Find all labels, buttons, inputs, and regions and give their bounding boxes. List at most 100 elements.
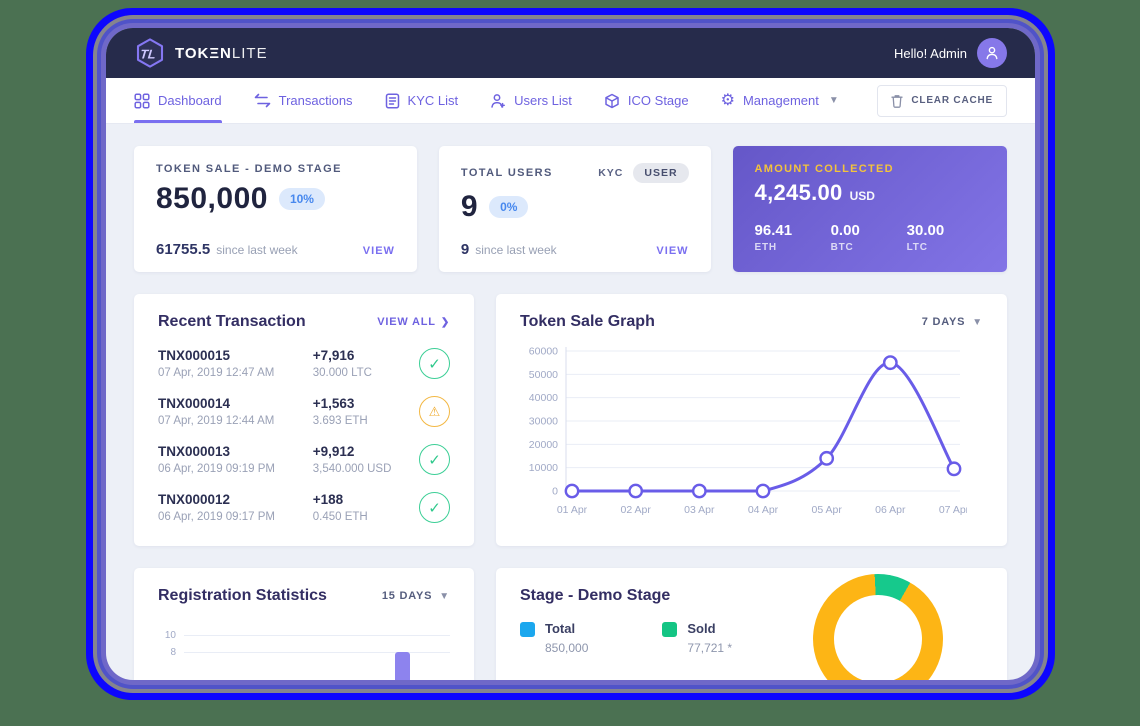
coin-eth-value: 96.41 <box>754 222 793 239</box>
coin-eth: 96.41 ETH <box>755 222 831 253</box>
amount-collected-currency: USD <box>849 189 875 203</box>
nav-item-users-list[interactable]: Users List <box>490 78 572 123</box>
total-users-view-link[interactable]: VIEW <box>656 245 689 257</box>
tokenlite-hexagon-logo-icon: TL <box>136 38 164 68</box>
nav-label: Transactions <box>278 93 353 108</box>
user-avatar[interactable] <box>977 38 1007 68</box>
nav-bar: Dashboard Transactions KYC List <box>106 78 1035 124</box>
nav-label: KYC List <box>407 93 459 108</box>
legend-sold: Sold 77,721 * <box>662 621 732 655</box>
amount-collected-card: AMOUNT COLLECTED 4,245.00 USD 96.41 ETH … <box>732 146 1007 272</box>
svg-text:40000: 40000 <box>529 392 558 404</box>
coin-ltc-value: 30.00 <box>906 222 945 239</box>
clear-cache-label: CLEAR CACHE <box>911 95 993 106</box>
dashboard-content: TOKEN SALE - DEMO STAGE 850,000 10% 6175… <box>106 124 1035 680</box>
chevron-right-icon: ❯ <box>440 316 450 328</box>
nav-item-kyc-list[interactable]: KYC List <box>385 78 459 123</box>
amount-collected-label: AMOUNT COLLECTED <box>754 163 894 175</box>
amount-collected-value: 4,245.00 <box>754 180 843 205</box>
registration-bar <box>394 652 410 680</box>
svg-text:07 Apr: 07 Apr <box>939 504 967 516</box>
token-sale-label: TOKEN SALE - DEMO STAGE <box>156 163 342 175</box>
kyc-user-toggle: KYC USER <box>594 163 689 183</box>
svg-text:01 Apr: 01 Apr <box>557 504 588 516</box>
svg-text:05 Apr: 05 Apr <box>811 504 842 516</box>
token-sale-graph-title: Token Sale Graph <box>520 313 655 330</box>
chevron-down-icon: ▼ <box>439 590 450 602</box>
brand-name: TOKΞNLITE <box>175 44 268 62</box>
nav-label: Dashboard <box>158 93 222 108</box>
total-users-value: 9 <box>460 190 479 223</box>
svg-text:10000: 10000 <box>529 462 558 474</box>
transaction-row[interactable]: TNX000012 06 Apr, 2019 09:17 PM +188 0.450… <box>158 492 450 523</box>
nav-item-ico-stage[interactable]: ICO Stage <box>604 78 689 123</box>
transaction-row[interactable]: TNX000014 07 Apr, 2019 12:44 AM +1,563 3.6… <box>158 396 450 427</box>
svg-text:TL: TL <box>139 47 156 62</box>
token-sale-delta-caption: since last week <box>216 243 298 257</box>
sold-swatch <box>662 622 678 637</box>
trash-icon <box>891 94 904 108</box>
registration-bar-chart: 10 8 <box>158 627 450 680</box>
transaction-status-icon: ⚠ <box>419 396 450 427</box>
nav-item-management[interactable]: ⚙ Management ▼ <box>721 78 839 123</box>
registration-statistics-title: Registration Statistics <box>158 587 327 604</box>
recent-transactions-title: Recent Transaction <box>158 313 306 330</box>
svg-text:03 Apr: 03 Apr <box>684 504 715 516</box>
gear-icon: ⚙ <box>720 91 735 109</box>
top-bar: TL TOKΞNLITE Hello! Admin <box>106 28 1035 78</box>
total-users-delta-caption: since last week <box>475 243 557 257</box>
transaction-status-icon: ✓ <box>419 348 450 379</box>
svg-text:30000: 30000 <box>529 416 558 428</box>
transaction-row[interactable]: TNX000015 07 Apr, 2019 12:47 AM +7,916 30.… <box>158 348 450 379</box>
cube-icon <box>605 93 619 108</box>
svg-text:50000: 50000 <box>529 369 558 381</box>
nav-label: ICO Stage <box>627 93 689 108</box>
token-sale-value: 850,000 <box>156 182 268 215</box>
stage-demo-card: Stage - Demo Stage Total 850,000 Sold <box>496 568 1007 680</box>
nav-item-transactions[interactable]: Transactions <box>254 78 353 123</box>
greeting-text: Hello! Admin <box>894 45 967 61</box>
token-sale-view-link[interactable]: VIEW <box>362 245 395 257</box>
total-users-delta: 9 <box>460 241 470 258</box>
legend-total: Total 850,000 <box>520 621 588 655</box>
graph-range-dropdown[interactable]: 7 DAYS ▼ <box>921 316 983 328</box>
coin-btc-value: 0.00 <box>830 222 860 239</box>
coin-ltc: 30.00 LTC <box>907 222 983 253</box>
coin-eth-unit: ETH <box>754 242 777 253</box>
svg-text:02 Apr: 02 Apr <box>620 504 651 516</box>
device-frame: TL TOKΞNLITE Hello! Admin <box>86 8 1055 700</box>
total-swatch <box>520 622 535 637</box>
svg-text:04 Apr: 04 Apr <box>748 504 779 516</box>
transaction-status-icon: ✓ <box>419 492 450 523</box>
token-sale-line-chart: 0 10000 20000 30000 40000 50000 60000 01 Apr 02 … <box>520 341 983 542</box>
clear-cache-button[interactable]: CLEAR CACHE <box>877 84 1007 117</box>
stage-donut-chart <box>813 574 943 680</box>
registration-range-dropdown[interactable]: 15 DAYS ▼ <box>381 590 450 602</box>
svg-text:60000: 60000 <box>529 346 558 358</box>
app-window: TL TOKΞNLITE Hello! Admin <box>106 28 1035 680</box>
user-box: Hello! Admin <box>894 38 1007 68</box>
token-sale-card: TOKEN SALE - DEMO STAGE 850,000 10% 6175… <box>134 146 417 272</box>
svg-text:20000: 20000 <box>529 439 558 451</box>
nav-item-dashboard[interactable]: Dashboard <box>134 78 222 123</box>
view-all-link[interactable]: VIEW ALL ❯ <box>377 316 450 328</box>
toggle-user-option[interactable]: USER <box>633 163 689 183</box>
transaction-row[interactable]: TNX000013 06 Apr, 2019 09:19 PM +9,912 3,5… <box>158 444 450 475</box>
chevron-down-icon: ▼ <box>828 95 839 106</box>
nav-label: Management <box>742 93 819 108</box>
brand-logo: TL TOKΞNLITE <box>134 37 268 69</box>
nav-label: Users List <box>514 93 572 108</box>
transaction-status-icon: ✓ <box>419 444 450 475</box>
coin-btc-unit: BTC <box>830 242 854 253</box>
transfer-arrows-icon <box>254 93 270 108</box>
total-users-badge: 0% <box>489 196 529 218</box>
token-sale-graph-card: Token Sale Graph 7 DAYS ▼ 0 10000 20000 300… <box>496 294 1007 546</box>
stage-demo-title: Stage - Demo Stage <box>520 587 671 604</box>
person-icon <box>986 46 998 60</box>
svg-text:06 Apr: 06 Apr <box>875 504 906 516</box>
dashboard-grid-icon <box>134 92 150 109</box>
coin-btc: 0.00 BTC <box>831 222 907 253</box>
chevron-down-icon: ▼ <box>972 316 983 328</box>
document-list-icon <box>385 92 399 109</box>
toggle-kyc-option[interactable]: KYC <box>598 167 624 179</box>
